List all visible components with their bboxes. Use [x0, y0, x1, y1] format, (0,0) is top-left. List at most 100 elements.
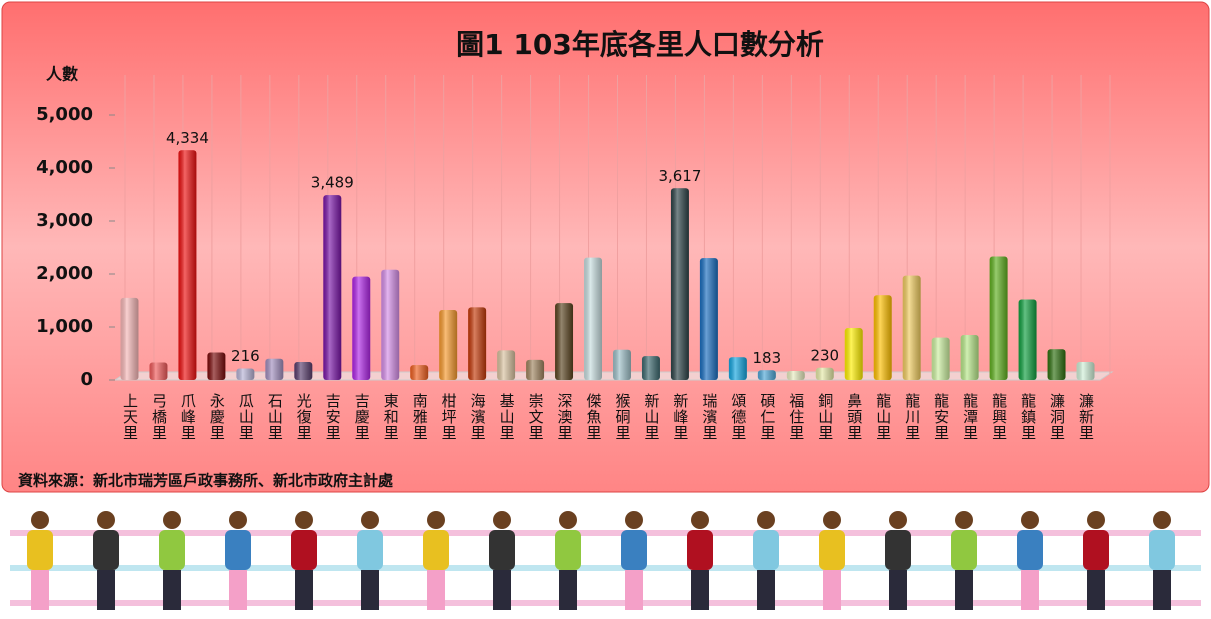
x-tick-label: 濂新里 [1077, 393, 1095, 441]
x-tick-label: 弓橋里 [150, 393, 168, 441]
x-tick-label: 爪峰里 [179, 393, 197, 441]
x-tick-label: 銅山里 [816, 393, 834, 441]
bar-shade [873, 295, 892, 380]
decor-legs [955, 570, 973, 610]
x-tick-label: 瑞濱里 [700, 393, 718, 441]
chart-title: 圖1 103年底各里人口數分析 [456, 28, 824, 61]
x-tick-label: 龍鎮里 [1019, 393, 1037, 441]
y-axis-label: 人數 [46, 65, 78, 84]
data-label: 3,489 [311, 174, 354, 192]
decor-legs [559, 570, 577, 610]
x-tick-label: 龍川里 [903, 393, 921, 441]
decor-stripe [10, 565, 1201, 571]
decor-head [823, 511, 841, 529]
decor-stripe [10, 600, 1201, 606]
decor-body [885, 530, 911, 570]
decor-body [27, 530, 53, 570]
decor-head [1087, 511, 1105, 529]
x-tick-label: 新山里 [642, 393, 660, 441]
x-tick-label: 福住里 [787, 393, 805, 441]
decor-body [291, 530, 317, 570]
decor-body [753, 530, 779, 570]
decor-figures [10, 511, 1201, 610]
data-label: 183 [753, 349, 782, 367]
x-tick-label: 傑魚里 [585, 393, 603, 441]
decor-body [489, 530, 515, 570]
decor-head [889, 511, 907, 529]
bar-shade [410, 365, 429, 380]
bar-shade [815, 367, 834, 380]
bar-shade [120, 297, 139, 380]
decor-head [1153, 511, 1171, 529]
x-tick-label: 新峰里 [671, 393, 689, 441]
decor-body [819, 530, 845, 570]
decor-body [1083, 530, 1109, 570]
x-tick-label: 石山里 [266, 393, 284, 441]
decor-body [621, 530, 647, 570]
x-tick-label: 南雅里 [411, 393, 429, 441]
decor-body [1149, 530, 1175, 570]
bar-shade [178, 150, 197, 380]
decor-body [93, 530, 119, 570]
bar-shade [757, 370, 776, 380]
bar-shade [902, 275, 921, 380]
bar-shade [1076, 361, 1095, 380]
decor-legs [691, 570, 709, 610]
data-label: 216 [231, 347, 260, 365]
decor-head [757, 511, 775, 529]
decor-head [229, 511, 247, 529]
bar-shade [613, 349, 631, 380]
y-tick-label: 2,000 [36, 263, 93, 284]
decor-legs [295, 570, 313, 610]
decor-legs [1021, 570, 1039, 610]
bar-shade [439, 310, 458, 380]
decor-legs [229, 570, 247, 610]
x-tick-label: 光復里 [295, 393, 313, 441]
bar-shade [786, 370, 805, 380]
decor-legs [163, 570, 181, 610]
bar-shade [699, 258, 718, 380]
decor-strip [10, 495, 1201, 615]
decor-body [1017, 530, 1043, 570]
bar-shade [844, 328, 863, 380]
decor-legs [625, 570, 643, 610]
decor-head [97, 511, 115, 529]
decor-head [1021, 511, 1039, 529]
decor-legs [757, 570, 775, 610]
x-tick-label: 猴硐里 [613, 393, 631, 441]
decor-head [427, 511, 445, 529]
bar-shade [1047, 349, 1066, 380]
bar-shade [960, 334, 979, 380]
x-tick-label: 吉安里 [324, 393, 342, 441]
bar-shade [236, 368, 255, 380]
x-tick-label: 龍山里 [874, 393, 892, 441]
x-tick-label: 鼻頭里 [845, 393, 863, 441]
bar-shade [555, 303, 574, 380]
bar-shade [670, 188, 689, 380]
x-tick-label: 柑坪里 [440, 393, 458, 441]
bar-shade [931, 337, 950, 380]
y-tick-label: 3,000 [36, 210, 93, 231]
decor-stripe [10, 530, 1201, 536]
decor-head [361, 511, 379, 529]
decor-head [163, 511, 181, 529]
decor-legs [97, 570, 115, 610]
y-tick-label: 5,000 [36, 104, 93, 125]
decor-head [31, 511, 49, 529]
bar-shade [728, 357, 747, 380]
data-label: 3,617 [658, 167, 701, 185]
decor-body [225, 530, 251, 570]
y-tick-label: 1,000 [36, 316, 93, 337]
x-tick-label: 龍潭里 [961, 393, 979, 441]
decor-head [625, 511, 643, 529]
decor-body [423, 530, 449, 570]
bar-shade [497, 350, 516, 380]
x-tick-label: 龍興里 [990, 393, 1008, 441]
x-tick-label: 東和里 [382, 393, 400, 441]
decor-legs [493, 570, 511, 610]
x-tick-label: 吉慶里 [353, 393, 371, 441]
decor-head [955, 511, 973, 529]
bar-shade [641, 356, 660, 380]
